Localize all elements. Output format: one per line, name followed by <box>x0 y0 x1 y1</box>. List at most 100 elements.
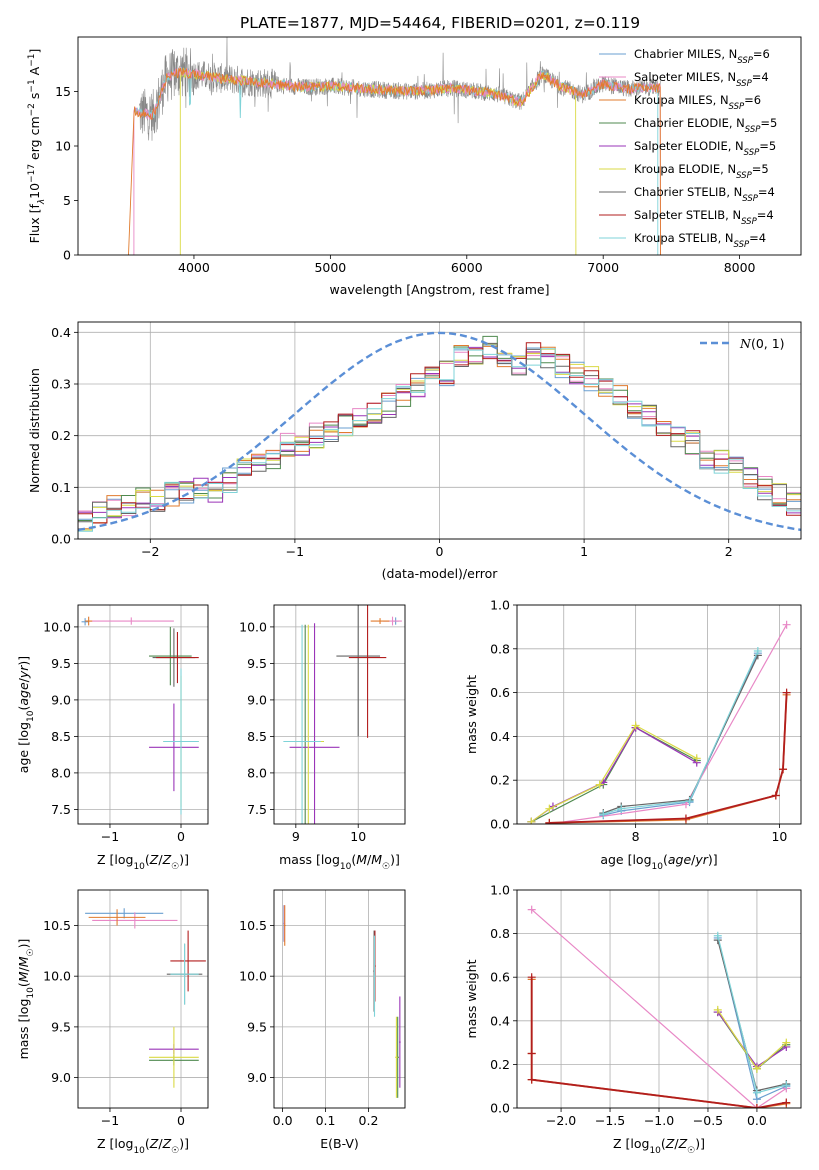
point-marker-salpeter-miles <box>527 905 536 914</box>
x-tick-label: 9 <box>292 829 300 844</box>
point-marker-kroupa-stelib <box>782 1081 791 1090</box>
x-tick-label: 0.0 <box>273 1113 293 1128</box>
y-tick-label: 1.0 <box>490 598 510 613</box>
errorbar-salpeter-stelib <box>156 632 199 684</box>
x-tick-label: 0.2 <box>359 1113 379 1128</box>
legend-label-chabrier-stelib: Chabrier STELIB, NSSP=4 <box>634 185 775 204</box>
x-tick-label: 8 <box>632 829 640 844</box>
y-tick-label: 0.2 <box>51 428 71 443</box>
series-line-chabrier-stelib <box>717 939 787 1092</box>
errorbar-salpeter-elodie <box>289 623 340 824</box>
point-marker-salpeter-stelib <box>527 1049 536 1058</box>
point-marker-kroupa-stelib <box>752 1088 761 1097</box>
y-tick-label: 10 <box>55 139 71 154</box>
axes-border <box>516 889 802 1109</box>
y-tick-label: 0.0 <box>490 1101 510 1116</box>
x-tick-label: −1.5 <box>595 1113 625 1128</box>
legend-label-salpeter-stelib: Salpeter STELIB, NSSP=4 <box>634 208 774 227</box>
y-axis-label: mass weight <box>464 675 479 754</box>
panel-age-vs-Z: −1 0 7.5 8.0 8.5 9.0 9.5 10.0 Z [log10(Z/Z☉)] age… <box>16 604 209 872</box>
residual-legend: N(0, 1) <box>700 336 785 351</box>
errorbar-salpeter-stelib <box>348 605 387 738</box>
errorbar-chabrier-miles <box>85 908 164 919</box>
y-tick-label: 0.3 <box>51 377 71 392</box>
histogram-kroupa-stelib <box>78 347 801 539</box>
grid <box>78 605 208 824</box>
x-axis-label: mass [log10(M/M☉)] <box>279 852 400 872</box>
x-tick-label: 5000 <box>314 260 346 275</box>
x-tick-label: 4000 <box>178 260 210 275</box>
x-tick-label: 1 <box>580 544 588 559</box>
axes-border <box>77 889 209 1109</box>
errorbar-kroupa-elodie <box>149 1026 199 1088</box>
errorbar-kroupa-stelib <box>283 624 321 824</box>
normal-curve-line <box>78 331 801 532</box>
point-marker-salpeter-stelib <box>527 1075 536 1084</box>
errorbar-kroupa-miles <box>370 618 390 624</box>
plot-area <box>283 605 402 824</box>
panel-residuals: −2 −1 0 1 2 0.0 0.1 0.2 0.3 0.4 N(0, 1) (data-model… <box>27 321 802 581</box>
grid <box>274 605 405 824</box>
point-marker-kroupa-stelib <box>713 931 722 940</box>
y-tick-label: 5 <box>63 193 71 208</box>
point-marker-salpeter-stelib <box>779 765 788 774</box>
point-marker-salpeter-stelib <box>681 814 690 823</box>
y-tick-label: 8.0 <box>51 765 71 780</box>
x-axis-label: E(B-V) <box>320 1136 359 1151</box>
errorbar-chabrier-miles <box>81 618 89 626</box>
x-tick-label: 0 <box>177 1113 185 1128</box>
plot-area <box>128 37 661 255</box>
x-tick-label: 0 <box>177 829 185 844</box>
x-axis-label: Z [log10(Z/Z☉)] <box>97 1136 189 1156</box>
y-tick-label: 0.0 <box>490 817 510 832</box>
grid <box>517 889 801 1109</box>
y-tick-label: 1.0 <box>490 883 510 898</box>
point-marker-salpeter-stelib <box>782 688 791 697</box>
panel-massweight-vs-age: 8 10 0.0 0.2 0.4 0.6 0.8 1.0 age [log10(age/yr)]… <box>464 598 802 872</box>
errorbar-kroupa-stelib <box>373 935 376 1017</box>
errorbar-kroupa-miles <box>85 616 93 626</box>
axes-border <box>77 604 209 825</box>
plot-area <box>78 331 801 539</box>
figure-title: PLATE=1877, MJD=54464, FIBERID=0201, z=0… <box>240 14 640 32</box>
x-tick-label: 10 <box>350 829 366 844</box>
y-tick-label: 0 <box>63 248 71 263</box>
y-tick-label: 0.2 <box>490 1057 510 1072</box>
axes-frame: 4000 5000 6000 7000 8000 0 5 10 15 <box>55 84 755 275</box>
errorbar-kroupa-miles <box>283 905 286 946</box>
x-tick-label: 10 <box>771 829 787 844</box>
x-axis-label: age [log10(age/yr)] <box>600 852 717 872</box>
legend-label-kroupa-stelib: Kroupa STELIB, NSSP=4 <box>634 231 766 250</box>
axes-border <box>77 321 802 540</box>
x-tick-label: −2.0 <box>546 1113 576 1128</box>
axes-frame: 8 10 0.0 0.2 0.4 0.6 0.8 1.0 <box>490 598 787 845</box>
x-tick-label: −1 <box>286 544 304 559</box>
y-tick-label: 8.5 <box>247 729 267 744</box>
plot-area <box>527 620 791 824</box>
legend-label-salpeter-miles: Salpeter MILES, NSSP=4 <box>634 70 769 89</box>
y-tick-label: 0.4 <box>490 729 510 744</box>
axes-border <box>273 889 406 1109</box>
grid <box>274 890 405 1108</box>
errorbar-salpeter-miles <box>88 617 174 625</box>
errorbar-kroupa-stelib <box>163 668 199 815</box>
point-marker-salpeter-stelib <box>545 818 554 824</box>
y-tick-label: 0.8 <box>490 641 510 656</box>
grid <box>517 604 801 825</box>
x-tick-label: 7000 <box>587 260 619 275</box>
y-tick-label: 0.4 <box>51 325 71 340</box>
y-tick-label: 9.5 <box>51 656 71 671</box>
y-tick-label: 0.4 <box>490 1013 510 1028</box>
point-marker-kroupa-elodie <box>527 817 536 824</box>
point-marker-salpeter-stelib <box>752 1104 761 1108</box>
point-marker-kroupa-elodie <box>713 1005 722 1014</box>
series-line-chabrier-miles <box>603 652 759 816</box>
y-tick-label: 7.5 <box>247 802 267 817</box>
legend-label-kroupa-elodie: Kroupa ELODIE, NSSP=5 <box>634 162 769 181</box>
x-tick-label: 6000 <box>451 260 483 275</box>
axes-frame: −2.0 −1.5 −1.0 −0.5 0.0 0.0 0.2 0.4 0.6 0.8 1.0 <box>490 883 767 1129</box>
axes-border <box>273 604 406 825</box>
y-tick-label: 7.5 <box>51 802 71 817</box>
series-line-chabrier-elodie <box>531 726 697 823</box>
errorbar-chabrier-stelib <box>336 605 381 737</box>
